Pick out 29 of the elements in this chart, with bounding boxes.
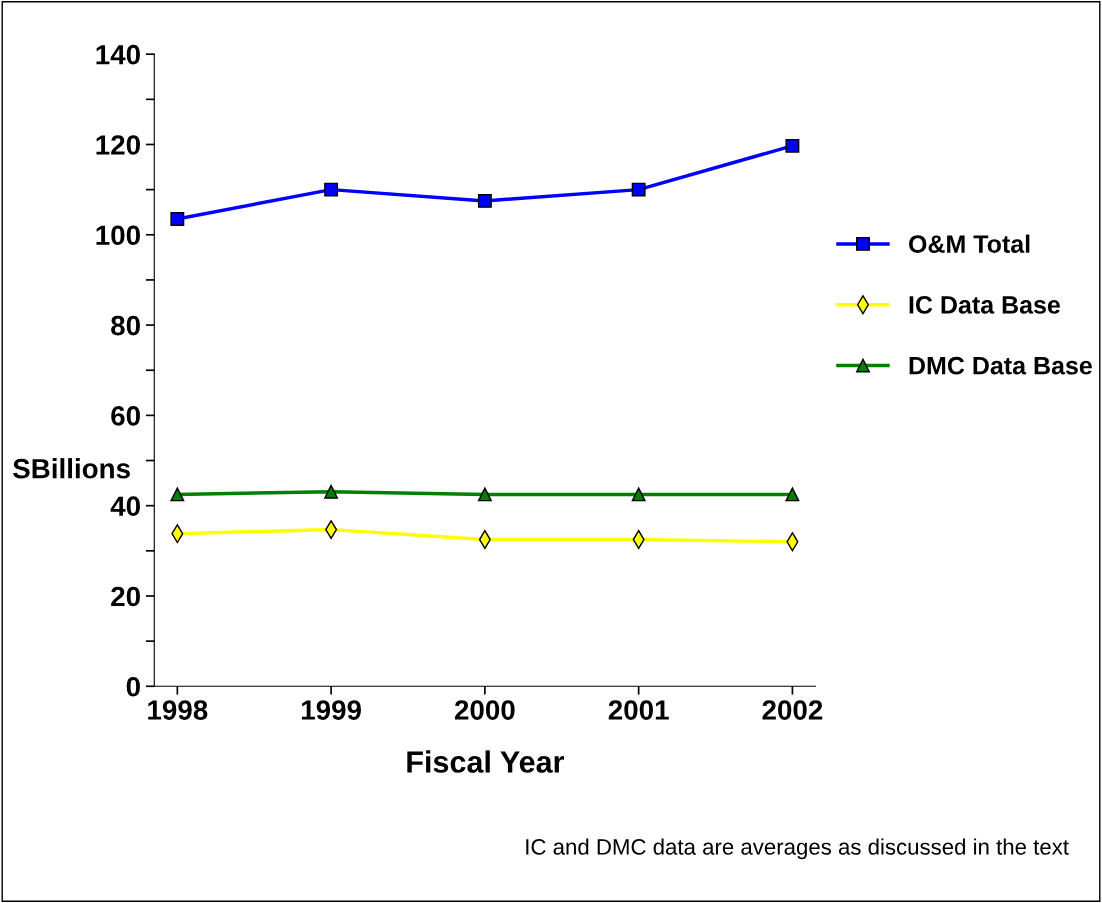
text: IC and DMC data are averages as discussed in the text xyxy=(526,838,1069,860)
point xyxy=(170,487,185,502)
x-tick-label: 2001 xyxy=(608,700,669,720)
y-tick-label: 40 xyxy=(110,496,140,517)
y-tick-label: 100 xyxy=(96,225,140,246)
x-tick-label: 2000 xyxy=(454,700,515,720)
x-axis-title: Fiscal Year xyxy=(407,750,564,773)
x-tick-label: 2002 xyxy=(762,700,823,720)
legend-label: IC Data Base xyxy=(909,296,1060,314)
y-tick-label: 140 xyxy=(96,44,140,65)
legend-label: O&M Total xyxy=(909,234,1030,253)
point xyxy=(785,487,800,502)
point xyxy=(324,182,339,197)
point xyxy=(631,487,646,502)
point xyxy=(785,138,800,153)
y-tick-label: 120 xyxy=(96,135,140,155)
x-tick-label: 1999 xyxy=(301,700,361,720)
y-tick-label: 20 xyxy=(111,586,140,607)
point xyxy=(631,182,646,197)
legend-label: DMC Data Base xyxy=(909,356,1092,375)
point xyxy=(324,484,339,499)
point xyxy=(477,193,492,208)
point xyxy=(170,212,185,226)
y-tick-label: 60 xyxy=(111,406,140,426)
point xyxy=(477,487,492,502)
x-tick-label: 1998 xyxy=(148,700,208,720)
y-tick-label: 0 xyxy=(126,676,140,697)
y-tick-label: 80 xyxy=(111,315,140,336)
y-axis-title: SBillions xyxy=(13,458,130,479)
